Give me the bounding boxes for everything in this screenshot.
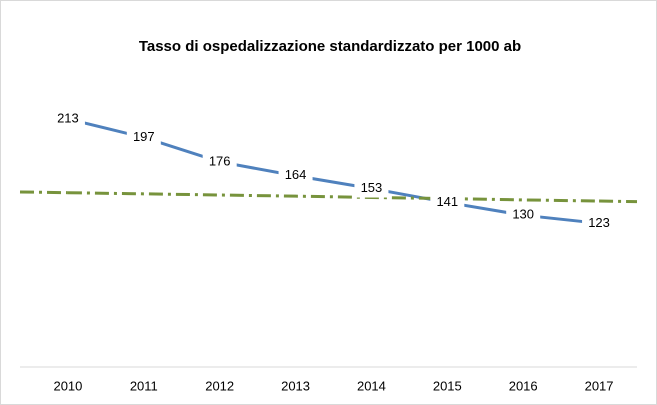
x-tick-label: 2017 [585,378,614,393]
data-label: 197 [133,129,155,144]
data-label-bg [430,193,465,212]
data-label-bg [126,128,161,147]
x-tick-label: 2011 [130,378,158,393]
x-tick-label: 2015 [433,378,462,393]
x-tick-label: 2012 [205,378,234,393]
data-label-bg [202,152,237,171]
x-tick-label: 2013 [281,378,310,393]
chart-title: Tasso di ospedalizzazione standardizzato… [139,38,521,55]
x-tick-label: 2010 [53,378,82,393]
data-label: 176 [209,153,231,168]
data-label: 164 [285,167,307,182]
series-line [67,191,600,203]
data-label: 130 [512,207,534,222]
data-label-bg [50,109,85,128]
x-tick-label: 2016 [509,378,538,393]
data-label-bg [506,206,541,225]
data-label-bg [582,214,617,233]
data-label: 141 [436,194,458,209]
data-label-bg [354,179,389,198]
line-extension [599,199,638,204]
data-label: 213 [57,110,79,125]
line-extension [19,190,68,195]
data-label: 123 [588,215,610,230]
data-label: 153 [361,180,383,195]
x-tick-label: 2014 [357,378,386,393]
data-label-bg [278,166,313,185]
